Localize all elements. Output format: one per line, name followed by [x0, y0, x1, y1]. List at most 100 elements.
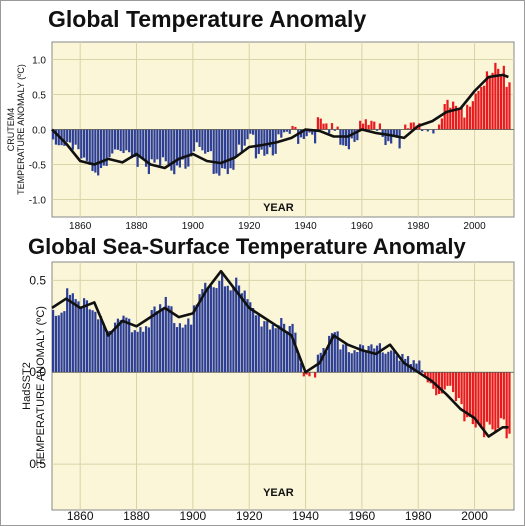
anomaly-bar	[409, 122, 412, 130]
y-tick-label: 0.0	[29, 365, 46, 379]
anomaly-bar	[252, 308, 255, 373]
y-axis-label: CRUTEM4	[6, 108, 16, 152]
anomaly-bar	[429, 372, 432, 384]
anomaly-bar	[485, 71, 489, 130]
anomaly-bar	[415, 363, 418, 373]
anomaly-bar	[195, 304, 198, 373]
anomaly-bar	[494, 62, 497, 130]
anomaly-bar	[237, 285, 241, 373]
anomaly-bar	[139, 327, 142, 373]
anomaly-bar	[144, 326, 148, 373]
anomaly-bar	[322, 123, 325, 130]
anomaly-bar	[257, 314, 260, 373]
anomaly-bar	[260, 326, 263, 373]
x-tick-label: 1940	[294, 221, 317, 232]
anomaly-bar	[373, 348, 376, 373]
anomaly-bar	[94, 311, 97, 373]
anomaly-bar	[139, 129, 142, 158]
anomaly-bar	[466, 372, 469, 418]
anomaly-bar	[85, 300, 89, 373]
anomaly-bar	[128, 129, 131, 153]
anomaly-bar	[364, 350, 367, 373]
x-tick-label: 1880	[123, 509, 150, 523]
anomaly-bar	[201, 289, 204, 373]
smoothed-trend-line	[51, 73, 509, 170]
anomaly-bar	[229, 129, 232, 169]
anomaly-bar	[297, 129, 300, 144]
anomaly-bar	[175, 327, 179, 373]
anomaly-bar	[370, 120, 373, 130]
anomaly-bar	[243, 129, 246, 146]
anomaly-bar	[480, 86, 483, 130]
anomaly-bar	[497, 68, 500, 130]
anomaly-bar	[206, 129, 210, 153]
anomaly-bar	[178, 323, 181, 373]
anomaly-bar	[294, 332, 297, 373]
anomaly-bar	[99, 129, 103, 169]
anomaly-bar	[192, 129, 196, 152]
anomaly-bar	[150, 310, 153, 373]
anomaly-bar	[418, 360, 421, 373]
anomaly-bar	[164, 296, 167, 373]
anomaly-bar	[375, 129, 379, 131]
anomaly-bar	[263, 321, 266, 373]
anomaly-bar	[204, 129, 207, 154]
anomaly-bar	[446, 372, 449, 386]
anomaly-bar	[443, 104, 446, 130]
y-axis-label: TEMPERATURE ANOMALY (ºC)	[35, 306, 47, 466]
anomaly-bar	[457, 108, 460, 130]
anomaly-bar	[54, 129, 58, 145]
anomaly-bar	[471, 372, 474, 425]
anomaly-bar	[215, 288, 218, 373]
anomaly-bar	[63, 311, 66, 373]
anomaly-bar	[161, 309, 165, 373]
anomaly-bar	[274, 328, 277, 373]
anomaly-bar	[437, 372, 441, 394]
anomaly-bar	[384, 129, 387, 146]
x-tick-label: 1960	[349, 509, 376, 523]
anomaly-bar	[187, 318, 190, 373]
anomaly-bar	[505, 86, 508, 130]
anomaly-bar	[240, 129, 243, 154]
anomaly-bar	[508, 82, 511, 130]
anomaly-bar	[212, 287, 215, 373]
anomaly-bar	[454, 105, 458, 130]
anomaly-bar	[80, 129, 83, 159]
anomaly-bar	[412, 122, 415, 130]
anomaly-bar	[136, 331, 139, 373]
anomaly-bar	[144, 129, 148, 167]
anomaly-bar	[474, 93, 477, 130]
anomaly-bar	[187, 129, 190, 167]
anomaly-bar	[398, 360, 401, 373]
anomaly-bar	[502, 65, 505, 130]
anomaly-bar	[105, 330, 108, 373]
anomaly-bar	[480, 372, 483, 428]
anomaly-bar	[364, 119, 367, 130]
anomaly-bar	[330, 123, 334, 130]
anomaly-bar	[283, 129, 286, 133]
anomaly-bar	[178, 129, 181, 168]
anomaly-bar	[99, 316, 103, 373]
anomaly-bar	[221, 129, 224, 169]
y-tick-label: 1.0	[32, 56, 46, 67]
anomaly-bar	[285, 331, 289, 373]
anomaly-bar	[195, 129, 198, 143]
anomaly-bar	[235, 129, 238, 158]
anomaly-bar	[246, 299, 249, 373]
anomaly-bar	[367, 124, 370, 130]
anomaly-bar	[209, 285, 212, 373]
anomaly-bar	[108, 330, 111, 373]
anomaly-bar	[325, 351, 328, 373]
y-tick-label: -0.5	[29, 161, 47, 172]
anomaly-bar	[452, 372, 455, 393]
anomaly-bar	[260, 129, 263, 150]
anomaly-bar	[404, 358, 407, 373]
anomaly-bar	[446, 99, 449, 130]
anomaly-bar	[316, 117, 320, 130]
anomaly-bar	[367, 345, 370, 373]
anomaly-bar	[319, 118, 322, 130]
anomaly-bar	[266, 129, 269, 155]
anomaly-bar	[463, 117, 466, 130]
anomaly-bar	[460, 372, 463, 405]
anomaly-bar	[91, 310, 94, 373]
